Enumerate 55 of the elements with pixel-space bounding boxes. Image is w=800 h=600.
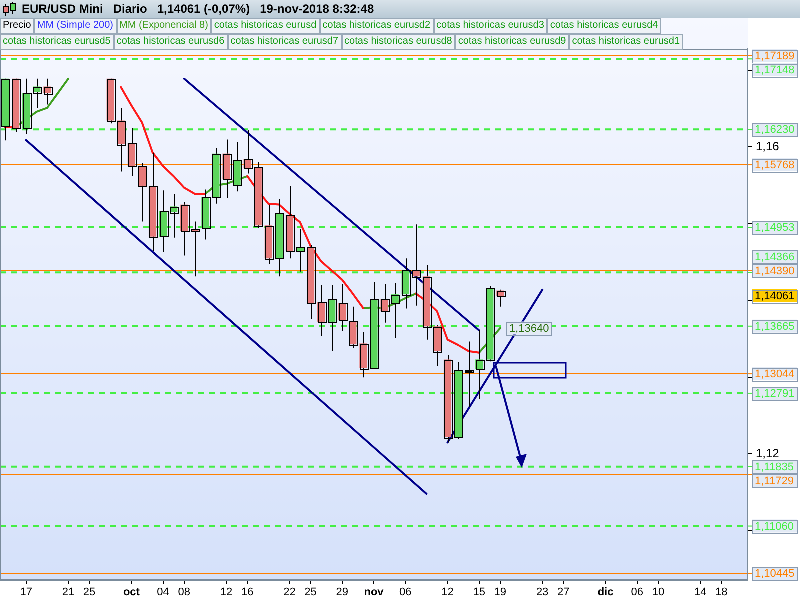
x-tick-label: 14 bbox=[694, 586, 707, 599]
x-tick-label: 19 bbox=[494, 586, 507, 599]
text: cotas historicas eurusd bbox=[211, 18, 320, 34]
text: cotas historicas eurusd7 bbox=[228, 34, 342, 50]
ref-line-label: 1,11729 bbox=[755, 475, 794, 488]
text: cotas historicas eurusd4 bbox=[547, 18, 662, 34]
text: cotas historicas eurusd9 bbox=[455, 34, 570, 50]
x-tick-label: 08 bbox=[178, 586, 190, 599]
legend-label: MM (Simple 200) bbox=[34, 18, 116, 34]
ref-line-label: 1,13044 bbox=[755, 368, 795, 381]
ref-line-label: 1,14953 bbox=[755, 222, 795, 234]
x-tick-label: 12 bbox=[220, 586, 233, 599]
x-tick-label: 10 bbox=[652, 586, 665, 599]
text: cotas historicas eurusd3 bbox=[434, 18, 548, 34]
x-tick-label: oct bbox=[123, 586, 140, 599]
x-tick-label: 12 bbox=[442, 586, 454, 599]
chart-title: EUR/USD Mini Diario 1,14061 (-0,07%) 19-nov-2018 8:32:48 bbox=[22, 2, 374, 16]
ref-line-label: 1,13665 bbox=[755, 320, 795, 333]
ref-line-label: 1,11835 bbox=[755, 461, 794, 474]
x-tick-label: 06 bbox=[399, 586, 412, 599]
text: cotas historicas eurusd1 bbox=[569, 34, 684, 50]
x-tick-label: 06 bbox=[631, 586, 644, 599]
ref-line-label: 1,17148 bbox=[755, 64, 795, 77]
x-tick-label: 22 bbox=[284, 586, 296, 599]
data-label: 1,13640 bbox=[509, 322, 550, 335]
x-tick-label: nov bbox=[364, 586, 385, 599]
x-tick-label: 15 bbox=[473, 586, 486, 599]
ref-line-label: 1,11060 bbox=[755, 520, 794, 533]
x-tick-label: 25 bbox=[83, 586, 96, 599]
x-tick-label: 18 bbox=[716, 586, 728, 599]
y-tick-label: 1,16 bbox=[756, 140, 780, 154]
ref-line-label: 1,14390 bbox=[755, 265, 795, 278]
y-tick-label: 1,12 bbox=[756, 446, 780, 460]
x-tick-label: 23 bbox=[536, 586, 549, 599]
ref-line-label: 1,17189 bbox=[755, 50, 795, 63]
x-tick-label: 04 bbox=[157, 586, 170, 599]
ref-line-label: 1,15768 bbox=[755, 160, 795, 172]
text: MM (Exponencial 8) bbox=[116, 18, 212, 34]
x-tick-label: 21 bbox=[62, 586, 75, 599]
text: cotas historicas eurusd6 bbox=[114, 34, 228, 50]
x-tick-label: 27 bbox=[558, 586, 570, 599]
ref-line-label: 1,10445 bbox=[755, 568, 795, 580]
text: cotas historicas eurusd5 bbox=[0, 34, 114, 50]
x-tick-label: 16 bbox=[241, 586, 254, 599]
ref-line-label: 1,12791 bbox=[755, 388, 795, 400]
x-tick-label: 25 bbox=[304, 586, 317, 599]
legend-label: Precio bbox=[0, 18, 34, 34]
x-tick-label: 17 bbox=[20, 586, 32, 599]
text: cotas historicas eurusd2 bbox=[320, 18, 434, 34]
ref-line-label: 1,14366 bbox=[755, 251, 795, 264]
x-tick-label: dic bbox=[598, 586, 614, 599]
ref-line-label: 1,16230 bbox=[755, 124, 795, 136]
text: 1,14061 bbox=[755, 290, 795, 303]
x-tick-label: 29 bbox=[336, 586, 349, 599]
text: cotas historicas eurusd8 bbox=[342, 34, 456, 50]
